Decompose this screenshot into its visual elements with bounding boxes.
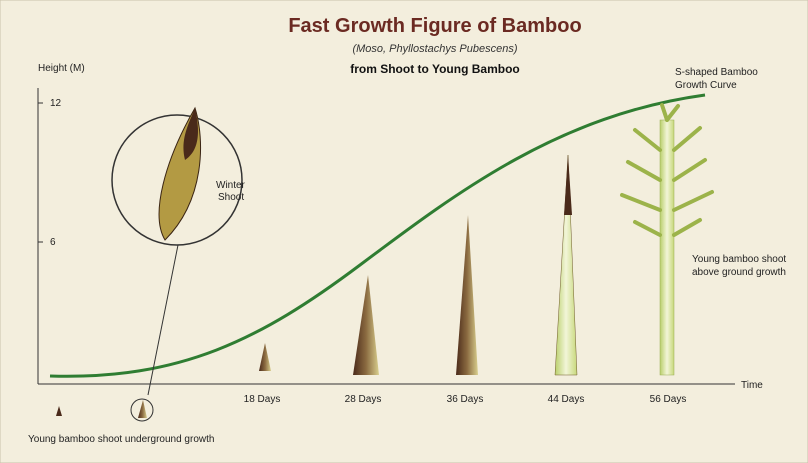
shoot (554, 154, 578, 376)
shoot (456, 215, 478, 375)
curve-label: Growth Curve (675, 80, 737, 91)
axes (37, 88, 735, 385)
pointer (147, 244, 179, 396)
title: Fast Growth Figure of Bamboo (288, 15, 581, 37)
stage-label: 56 Days (650, 394, 687, 405)
y-tick-label: 6 (50, 237, 56, 248)
underground-label: Young bamboo shoot underground growth (28, 434, 214, 445)
shoot (259, 343, 271, 371)
winter-label: Shoot (218, 192, 244, 203)
winter-label: Winter (216, 180, 246, 191)
x-label: Time (741, 380, 763, 391)
caption: from Shoot to Young Bamboo (350, 62, 520, 76)
stage-label: 44 Days (548, 394, 585, 405)
tiny-shoot (56, 406, 62, 416)
y-label: Height (M) (38, 63, 85, 74)
above-label: above ground growth (692, 267, 786, 278)
stage-label: 18 Days (244, 394, 281, 405)
subtitle: (Moso, Phyllostachys Pubescens) (352, 43, 517, 55)
shoot (353, 275, 379, 375)
small-circle (130, 398, 154, 422)
stage-label: 28 Days (345, 394, 382, 405)
stage-label: 36 Days (447, 394, 484, 405)
shoot-tip (564, 155, 572, 215)
tiny-shoot (138, 400, 147, 418)
leaves (620, 103, 714, 237)
winter-shoot-tip (183, 108, 198, 160)
growth-curve (49, 93, 706, 378)
curve-label: S-shaped Bamboo (675, 67, 758, 78)
young-bamboo (659, 119, 675, 376)
y-tick-label: 12 (50, 98, 62, 109)
above-label: Young bamboo shoot (692, 254, 786, 265)
